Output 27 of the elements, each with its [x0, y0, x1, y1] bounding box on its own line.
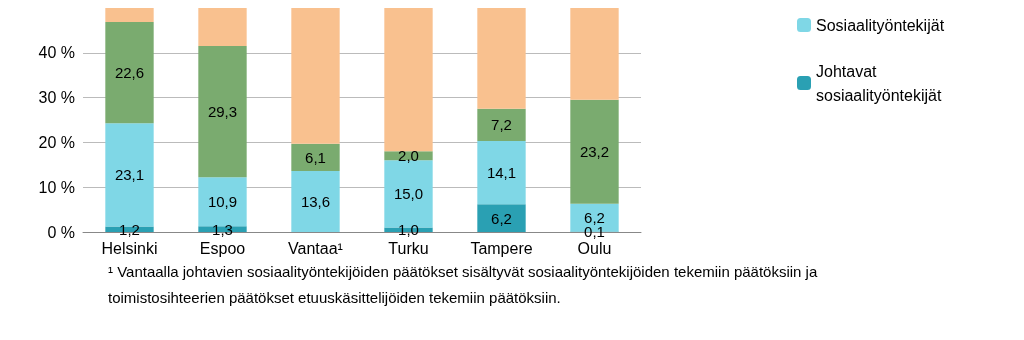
text: ¹ Vantaalla johtavien sosiaalityöntekijöiden päätökset sisältyvät sosiaalityöntekijöiden tekemiin päätöksiin ja toimistosihteerien päätökset etuuskäsittelijöiden tekemiin päätöksiin.: [108, 262, 818, 306]
legend-label: Johtavat sosiaalityöntekijät: [816, 62, 942, 104]
legend-label: Sosiaalityöntekijät: [816, 16, 945, 34]
y-tick-label: 30 %: [38, 89, 75, 107]
data-label: 10,9: [207, 193, 238, 211]
data-label: 2,0: [398, 147, 419, 165]
x-tick-label: Helsinki: [101, 239, 158, 257]
data-label: 6,2: [584, 209, 605, 227]
x-tick-label: Oulu: [577, 239, 612, 257]
y-tick-label: 20 %: [38, 133, 75, 151]
data-label: 23,2: [579, 143, 610, 161]
data-label: 29,3: [207, 103, 238, 121]
y-tick-label: 40 %: [38, 44, 75, 62]
x-tick-label: Vantaa¹: [288, 239, 343, 257]
data-label: 7,2: [491, 116, 512, 134]
x-tick-label: Turku: [388, 239, 429, 257]
data-label: 23,1: [114, 166, 145, 184]
y-tick-label: 10 %: [38, 178, 75, 196]
data-label: 13,6: [300, 193, 331, 211]
y-tick-label: 0 %: [47, 223, 75, 241]
data-label: 6,1: [305, 148, 326, 166]
data-label: 6,2: [491, 209, 512, 227]
x-tick-label: Tampere: [470, 239, 533, 257]
data-label: 14,1: [486, 164, 517, 182]
x-tick-label: Espoo: [199, 239, 246, 257]
data-label: 15,0: [393, 185, 424, 203]
data-label: 22,6: [114, 64, 145, 82]
